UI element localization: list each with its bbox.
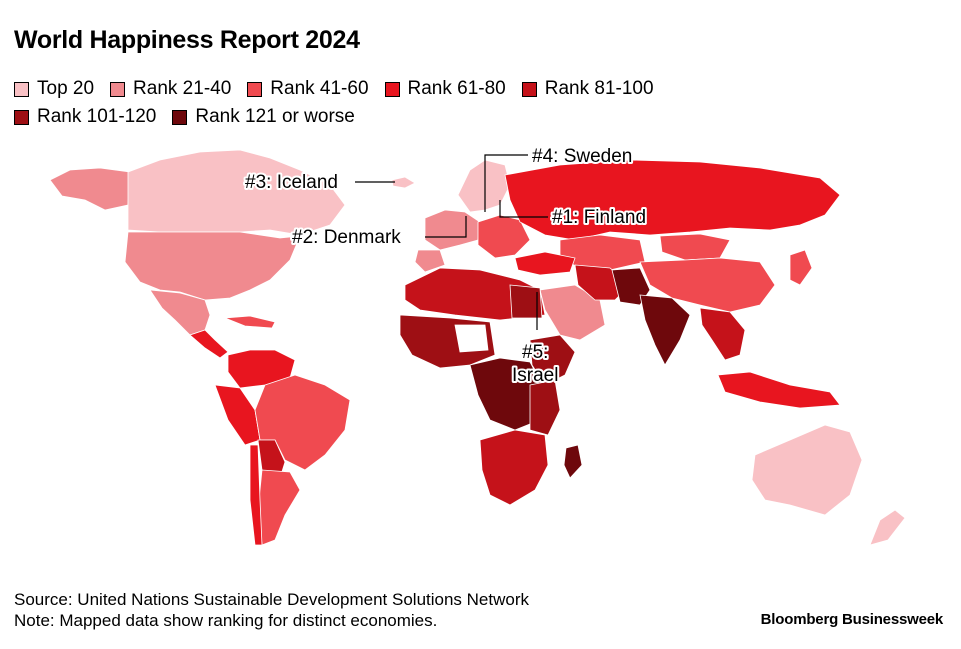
- brand-logo: Bloomberg Businessweek: [760, 611, 944, 628]
- legend-item-rank-101-120: Rank 101-120: [14, 106, 156, 128]
- region-japan[interactable]: [789, 249, 813, 286]
- legend-label: Rank 121 or worse: [195, 106, 355, 127]
- legend-label: Rank 101-120: [37, 106, 157, 127]
- region-usa[interactable]: [124, 231, 301, 301]
- legend-swatch: [247, 81, 263, 97]
- legend-label: Rank 81-100: [544, 78, 654, 99]
- region-alaska[interactable]: [49, 167, 131, 211]
- region-madagascar[interactable]: [563, 444, 583, 479]
- source-note: Source: United Nations Sustainable Devel…: [14, 590, 529, 609]
- region-china[interactable]: [639, 257, 776, 313]
- legend-label: Top 20: [37, 78, 95, 99]
- legend-swatch: [14, 81, 29, 97]
- region-east-africa[interactable]: [529, 379, 561, 436]
- region-scandinavia[interactable]: [457, 159, 511, 213]
- region-mongolia[interactable]: [659, 233, 731, 261]
- region-north-africa[interactable]: [404, 267, 546, 321]
- region-argentina[interactable]: [257, 469, 301, 546]
- region-horn-of-africa[interactable]: [529, 334, 576, 386]
- leader-sweden: [484, 154, 528, 212]
- region-india[interactable]: [639, 294, 691, 366]
- region-turkey-caucasus[interactable]: [514, 251, 576, 276]
- legend-swatch: [172, 109, 188, 125]
- chart-title: World Happiness Report 2024: [14, 26, 360, 54]
- region-brazil[interactable]: [254, 374, 351, 471]
- region-arabia[interactable]: [539, 284, 606, 341]
- legend: Top 20 Rank 21-40 Rank 41-60 Rank 61-80 …: [14, 78, 774, 128]
- legend-item-rank-81-100: Rank 81-100: [521, 78, 654, 100]
- legend-item-rank-61-80: Rank 61-80: [384, 78, 506, 100]
- region-bolivia-paraguay[interactable]: [257, 439, 286, 479]
- leader-denmark: [425, 216, 467, 238]
- data-note: Note: Mapped data show ranking for disti…: [14, 611, 438, 630]
- legend-label: Rank 21-40: [133, 78, 232, 99]
- legend-swatch: [14, 109, 29, 125]
- legend-swatch: [110, 81, 126, 97]
- footer: Source: United Nations Sustainable Devel…: [14, 589, 529, 631]
- region-southeast-asia[interactable]: [699, 307, 746, 361]
- region-australia[interactable]: [751, 424, 863, 516]
- legend-item-top-20: Top 20: [14, 78, 94, 100]
- label-finland: #1: Finland: [552, 207, 646, 228]
- region-chile[interactable]: [249, 444, 263, 546]
- legend-swatch: [384, 81, 400, 97]
- region-egypt[interactable]: [509, 284, 543, 319]
- region-caribbean[interactable]: [224, 315, 276, 329]
- legend-label: Rank 61-80: [407, 78, 506, 99]
- legend-swatch: [521, 81, 537, 97]
- region-southern-africa[interactable]: [479, 429, 549, 506]
- legend-item-rank-41-60: Rank 41-60: [247, 78, 369, 100]
- leader-finland: [499, 200, 548, 218]
- region-russia[interactable]: [504, 159, 841, 241]
- legend-label: Rank 41-60: [270, 78, 369, 99]
- region-central-america[interactable]: [189, 329, 229, 359]
- region-iceland[interactable]: [391, 176, 416, 189]
- label-sweden: #4: Sweden: [532, 146, 632, 167]
- region-peru-ecuador[interactable]: [214, 384, 261, 446]
- label-denmark: #2: Denmark: [292, 227, 401, 248]
- legend-item-rank-21-40: Rank 21-40: [110, 78, 231, 100]
- label-israel-rank: #5:: [522, 342, 548, 363]
- region-indonesia[interactable]: [717, 371, 841, 409]
- region-western-europe[interactable]: [424, 209, 481, 251]
- legend-item-rank-121-or-worse: Rank 121 or worse: [172, 106, 355, 128]
- region-greenland[interactable]: [304, 139, 416, 201]
- region-sahel-unranked[interactable]: [454, 324, 489, 353]
- region-eastern-europe[interactable]: [477, 214, 531, 259]
- region-canada[interactable]: [127, 149, 346, 236]
- world-map: #4: Sweden #3: Iceland #1: Finland #2: D…: [49, 139, 906, 546]
- label-israel-name: Israel: [512, 365, 558, 386]
- region-new-zealand[interactable]: [869, 509, 906, 546]
- label-iceland: #3: Iceland: [245, 172, 338, 193]
- region-iberia[interactable]: [414, 249, 446, 273]
